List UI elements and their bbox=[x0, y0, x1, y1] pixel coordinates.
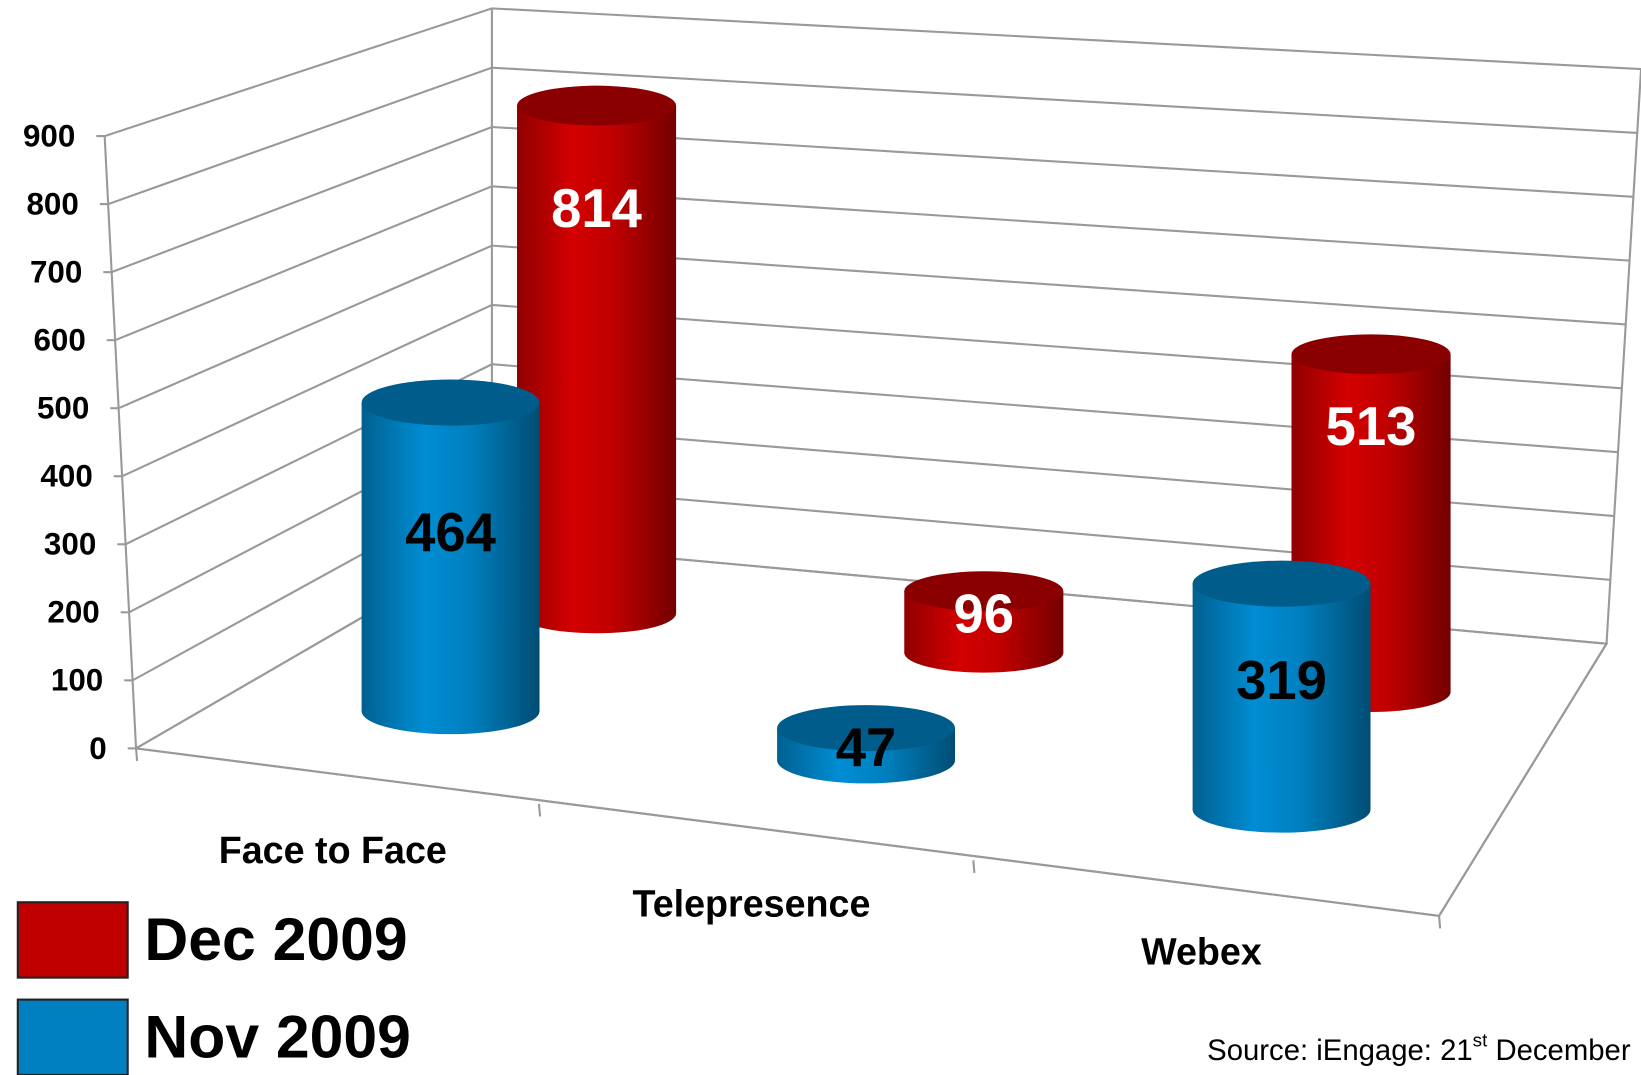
floor-right-edge bbox=[1438, 643, 1608, 917]
value-label: 464 bbox=[405, 502, 496, 563]
cylinder-body bbox=[1192, 583, 1371, 810]
value-label: 814 bbox=[551, 178, 642, 239]
grid-line bbox=[121, 303, 1622, 478]
cylinder-base bbox=[361, 688, 540, 735]
plot: 0 100 200 300 400 500 600 700 800 900 814 96 513 464 4… bbox=[16, 7, 1641, 1075]
x-tick-label: Telepresence bbox=[632, 882, 870, 924]
y-tick-label: 0 bbox=[89, 731, 106, 766]
legend-swatch bbox=[16, 901, 129, 979]
y-tick-label: 300 bbox=[44, 527, 96, 562]
source-sup: st bbox=[1473, 1029, 1488, 1050]
wall-right-edge bbox=[1605, 69, 1641, 644]
cylinder-base bbox=[777, 737, 956, 784]
legend-label: Dec 2009 bbox=[144, 905, 407, 973]
category-tick bbox=[135, 748, 139, 762]
value-label: 47 bbox=[836, 717, 897, 778]
value-label: 96 bbox=[954, 583, 1015, 644]
cylinder bbox=[1192, 560, 1371, 833]
category-tick bbox=[1438, 915, 1442, 929]
cylinder-base bbox=[517, 593, 677, 634]
cylinder-base bbox=[904, 632, 1064, 673]
y-tick-label: 100 bbox=[51, 663, 103, 698]
x-tick-label: Webex bbox=[1141, 931, 1262, 973]
source: Source: iEngage: 21st December bbox=[1207, 1029, 1631, 1066]
grid-line bbox=[111, 125, 1634, 274]
source-prefix: Source: iEngage: 21 bbox=[1207, 1034, 1472, 1067]
category-tick bbox=[537, 803, 542, 817]
y-tick-label: 400 bbox=[40, 459, 92, 494]
y-tick-label: 600 bbox=[33, 323, 85, 358]
x-tick-label: Face to Face bbox=[219, 829, 447, 871]
cylinder-top bbox=[1291, 334, 1451, 375]
category-tick bbox=[972, 860, 976, 874]
y-tick-label: 200 bbox=[47, 595, 99, 630]
cylinder-top bbox=[777, 705, 956, 752]
cylinder-top bbox=[1192, 560, 1371, 607]
value-label: 319 bbox=[1236, 650, 1327, 711]
cylinder-base bbox=[1192, 786, 1371, 833]
grid-line bbox=[104, 7, 1641, 138]
cylinder-top bbox=[904, 571, 1064, 612]
cylinder-body bbox=[517, 105, 677, 614]
grid-line bbox=[107, 66, 1638, 206]
wall-front-edge bbox=[103, 136, 138, 749]
source-suffix: December bbox=[1487, 1034, 1631, 1067]
legend-label: Nov 2009 bbox=[144, 1002, 411, 1070]
cylinder bbox=[517, 85, 677, 634]
legend-swatch bbox=[16, 998, 129, 1075]
grid-line bbox=[114, 185, 1630, 342]
cylinder-top bbox=[517, 85, 677, 126]
cylinder bbox=[777, 705, 956, 784]
y-tick-label: 700 bbox=[30, 255, 82, 290]
grid-line bbox=[125, 363, 1619, 546]
cylinder bbox=[904, 571, 1064, 673]
y-tick-label: 500 bbox=[37, 391, 89, 426]
value-label: 513 bbox=[1326, 396, 1417, 457]
y-tick-label: 800 bbox=[26, 186, 78, 221]
y-tick-label: 900 bbox=[23, 118, 75, 153]
grid-line bbox=[118, 244, 1626, 410]
cylinder bbox=[361, 379, 540, 735]
cylinder-body bbox=[361, 402, 540, 712]
floor-front-edge bbox=[135, 747, 1440, 917]
cylinder-top bbox=[361, 379, 540, 426]
